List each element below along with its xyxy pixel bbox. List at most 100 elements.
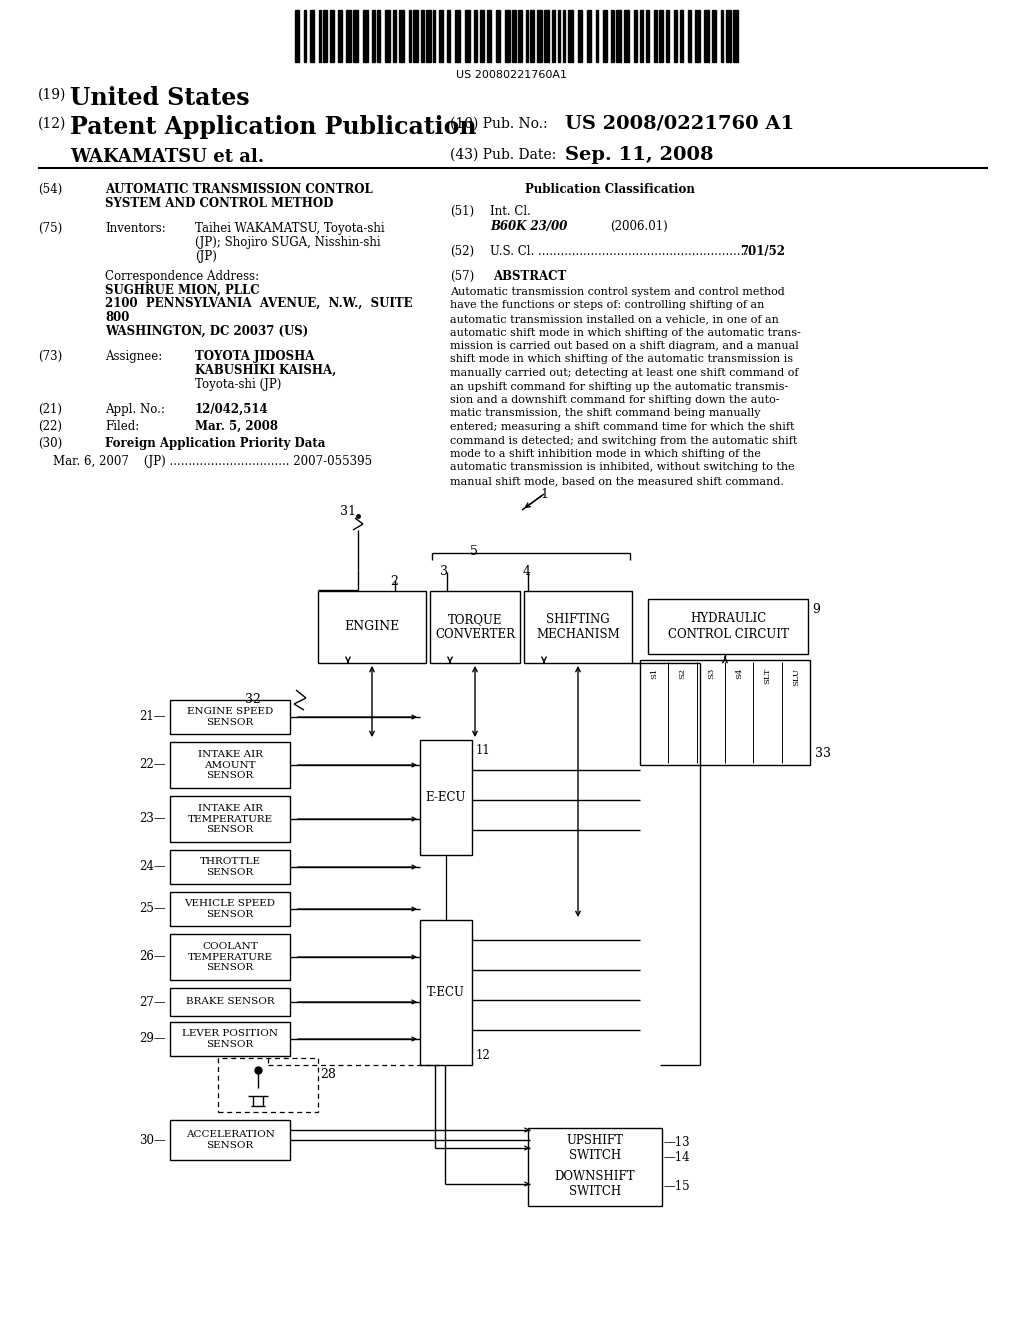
Text: (54): (54) [38,183,62,195]
Text: Appl. No.:: Appl. No.: [105,403,165,416]
Text: 28: 28 [319,1068,336,1081]
Text: 21—: 21— [139,710,166,723]
Text: (12): (12) [38,117,67,131]
Bar [563,11,565,62]
Bar [318,591,426,663]
Bar [421,11,424,62]
Bar [680,11,683,62]
Text: HYDRAULIC
CONTROL CIRCUIT: HYDRAULIC CONTROL CIRCUIT [668,612,788,640]
Text: COOLANT
TEMPERATURE
SENSOR: COOLANT TEMPERATURE SENSOR [187,942,272,972]
Bar [674,11,677,62]
Text: S1: S1 [650,668,658,680]
Bar [721,11,723,62]
Text: 3: 3 [440,565,449,578]
Bar [695,11,700,62]
Text: 26—: 26— [139,950,166,964]
Bar [646,11,649,62]
Text: WAKAMATSU et al.: WAKAMATSU et al. [70,148,264,166]
Text: E-ECU: E-ECU [426,791,466,804]
Bar [578,11,582,62]
Bar [505,11,510,62]
Text: 24—: 24— [139,861,166,874]
Bar [170,1022,290,1056]
Bar [319,11,321,62]
Bar [512,11,516,62]
Bar [372,11,375,62]
Text: (19): (19) [38,88,67,102]
Bar [170,935,290,979]
Bar [733,11,738,62]
Bar [170,742,290,788]
Text: 701/52: 701/52 [740,246,785,257]
Bar [705,11,709,62]
Text: INTAKE AIR
AMOUNT
SENSOR: INTAKE AIR AMOUNT SENSOR [198,750,262,780]
Text: 32: 32 [245,693,261,706]
Bar [218,1059,318,1111]
Text: manually carried out; detecting at least one shift command of: manually carried out; detecting at least… [450,368,799,378]
Bar [496,11,500,62]
Text: SHIFTING
MECHANISM: SHIFTING MECHANISM [537,612,620,642]
Bar [426,11,431,62]
Bar [304,11,306,62]
Bar [712,11,716,62]
Bar [474,11,477,62]
Bar [587,11,591,62]
Text: ENGINE: ENGINE [344,620,399,634]
Bar [640,660,810,766]
Text: ABSTRACT: ABSTRACT [494,271,566,282]
Bar [439,11,443,62]
Text: manual shift mode, based on the measured shift command.: manual shift mode, based on the measured… [450,477,784,486]
Text: S4: S4 [735,668,743,680]
Text: (10) Pub. No.:: (10) Pub. No.: [450,117,548,131]
Bar [518,11,522,62]
Bar [323,11,327,62]
Bar [399,11,404,62]
Bar [420,920,472,1065]
Text: VEHICLE SPEED
SENSOR: VEHICLE SPEED SENSOR [184,899,275,919]
Text: Foreign Application Priority Data: Foreign Application Priority Data [105,437,326,450]
Text: have the functions or steps of: controlling shifting of an: have the functions or steps of: controll… [450,301,764,310]
Bar [170,796,290,842]
Bar [666,11,669,62]
Text: UPSHIFT
SWITCH: UPSHIFT SWITCH [566,1134,624,1162]
Text: mode to a shift inhibition mode in which shifting of the: mode to a shift inhibition mode in which… [450,449,761,459]
Text: Taihei WAKAMATSU, Toyota-shi: Taihei WAKAMATSU, Toyota-shi [195,222,385,235]
Bar [170,700,290,734]
Text: sion and a downshift command for shifting down the auto-: sion and a downshift command for shiftin… [450,395,779,405]
Text: United States: United States [70,86,250,110]
Text: (73): (73) [38,350,62,363]
Bar [310,11,314,62]
Text: (2006.01): (2006.01) [610,220,668,234]
Bar [346,11,351,62]
Bar [688,11,691,62]
Bar [413,11,418,62]
Text: S3: S3 [707,668,715,680]
Bar [330,11,334,62]
Text: Patent Application Publication: Patent Application Publication [70,115,476,139]
Text: (JP): (JP) [195,249,217,263]
Text: matic transmission, the shift command being manually: matic transmission, the shift command be… [450,408,761,418]
Bar [530,1130,660,1166]
Text: (21): (21) [38,403,62,416]
Text: (30): (30) [38,437,62,450]
Text: 30—: 30— [139,1134,166,1147]
Text: TORQUE
CONVERTER: TORQUE CONVERTER [435,612,515,642]
Bar [659,11,663,62]
Text: Sep. 11, 2008: Sep. 11, 2008 [565,147,714,164]
Text: ACCELERATION
SENSOR: ACCELERATION SENSOR [185,1130,274,1150]
Text: 9: 9 [812,603,820,616]
Text: mission is carried out based on a shift diagram, and a manual: mission is carried out based on a shift … [450,341,799,351]
Bar [455,11,460,62]
Text: —14: —14 [663,1151,689,1164]
Bar [170,987,290,1016]
Text: an upshift command for shifting up the automatic transmis-: an upshift command for shifting up the a… [450,381,788,392]
Bar [353,11,358,62]
Bar [409,11,411,62]
Bar [338,11,342,62]
Text: B60K 23/00: B60K 23/00 [490,220,567,234]
Text: Automatic transmission control system and control method: Automatic transmission control system an… [450,286,784,297]
Text: 29—: 29— [139,1032,166,1045]
Text: Filed:: Filed: [105,420,139,433]
Bar [170,1119,290,1160]
Text: THROTTLE
SENSOR: THROTTLE SENSOR [200,857,260,876]
